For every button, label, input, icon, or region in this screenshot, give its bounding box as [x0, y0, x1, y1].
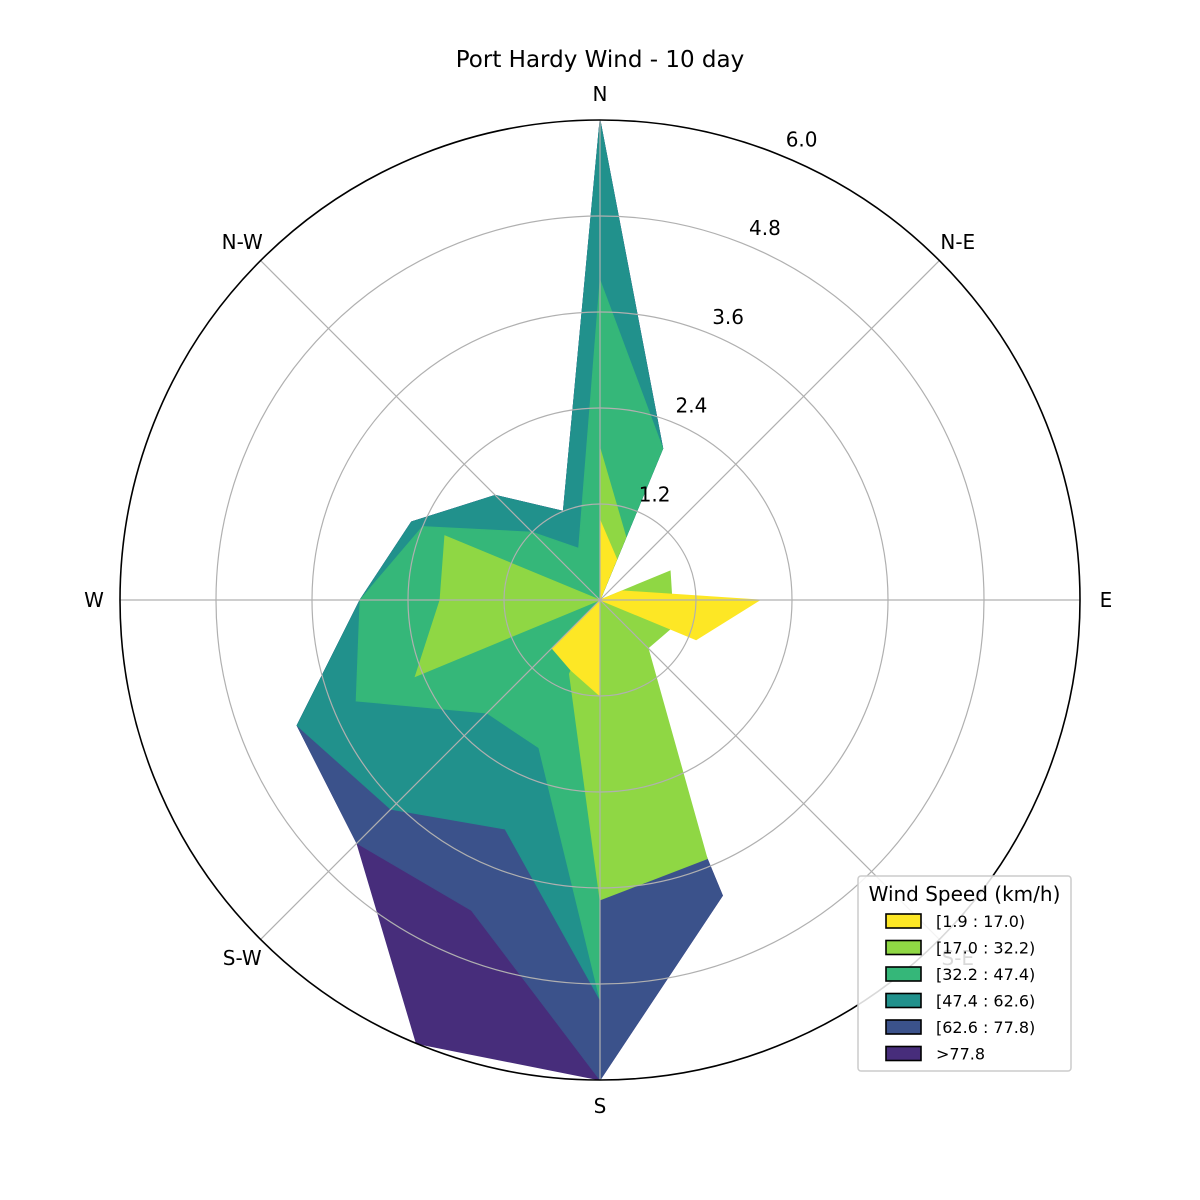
- direction-label-n-w: N-W: [222, 230, 263, 254]
- polar-frame: [119, 119, 1081, 1081]
- chart-title: Port Hardy Wind - 10 day: [456, 47, 744, 73]
- grid-layer: [120, 120, 1080, 1080]
- radial-tick-label-3: 3.6: [712, 305, 744, 329]
- grid-spoke-s-w: [260, 599, 601, 940]
- grid-spoke-n-e: [599, 260, 940, 601]
- legend-label-5: [62.6 : 77.8): [936, 1018, 1035, 1037]
- direction-label-e: E: [1100, 588, 1113, 612]
- direction-label-s-w: S-W: [223, 946, 262, 970]
- radial-tick-label-2: 2.4: [676, 394, 708, 418]
- direction-label-w: W: [84, 588, 104, 612]
- series-area-2: [414, 447, 708, 901]
- legend-label-1: [1.9 : 17.0): [936, 912, 1025, 931]
- direction-label-s: S: [594, 1094, 607, 1118]
- legend-label-2: [17.0 : 32.2): [936, 939, 1035, 958]
- legend-label-4: [47.4 : 62.6): [936, 992, 1035, 1011]
- radial-tick-label-4: 4.8: [749, 216, 781, 240]
- legend-swatch-1: [885, 913, 922, 929]
- legend-label-3: [32.2 : 47.4): [936, 965, 1035, 984]
- legend-swatch-3: [885, 966, 922, 982]
- legend-swatch-6: [885, 1045, 922, 1062]
- direction-label-n: N: [593, 82, 608, 106]
- legend-swatch-4: [885, 992, 922, 1009]
- legend-swatch-2: [885, 939, 922, 956]
- direction-label-n-e: N-E: [940, 230, 975, 254]
- legend-swatch-5: [885, 1019, 922, 1035]
- legend-label-6: >77.8: [936, 1045, 985, 1064]
- radial-tick-label-5: 6.0: [786, 128, 818, 152]
- legend-title: Wind Speed (km/h): [869, 882, 1061, 906]
- grid-spoke-n-w: [260, 260, 601, 601]
- radial-tick-label-1: 1.2: [639, 482, 671, 506]
- radial-tick-labels: 1.2 2.4 3.6 4.8 6.0: [639, 128, 818, 507]
- legend: Wind Speed (km/h) [1.9 : 17.0) [17.0 : 32.…: [857, 875, 1072, 1072]
